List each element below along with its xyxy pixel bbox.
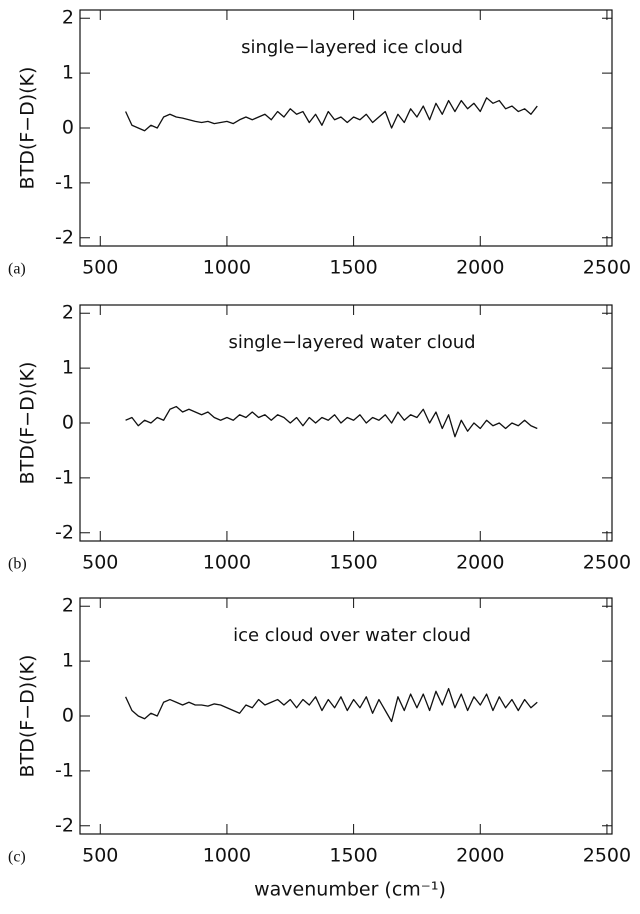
x-tick-label: 2500 — [583, 257, 631, 279]
x-tick-label: 500 — [82, 257, 118, 279]
y-tick-label: -1 — [55, 759, 74, 781]
spectrum-line — [125, 97, 538, 132]
y-tick-label: 0 — [62, 117, 74, 139]
annotation: ice cloud over water cloud — [233, 625, 471, 646]
annotation: single−layered water cloud — [228, 332, 475, 353]
panel-label: (a) — [8, 261, 26, 278]
panel-label: (b) — [8, 556, 27, 573]
y-axis-label: BTD(F−D)(K) — [17, 67, 39, 190]
x-tick-label: 1000 — [203, 552, 251, 574]
y-tick-label: -1 — [55, 466, 74, 488]
y-tick-label: 2 — [62, 7, 74, 29]
annotation: single−layered ice cloud — [241, 37, 463, 58]
x-tick-label: 1500 — [329, 845, 377, 867]
x-tick-label: 2500 — [583, 552, 631, 574]
x-tick-label: 500 — [82, 552, 118, 574]
y-tick-label: 2 — [62, 302, 74, 324]
y-tick-label: 1 — [62, 650, 74, 672]
x-axis-label: wavenumber (cm⁻¹) — [254, 879, 446, 901]
panel-label: (c) — [8, 849, 26, 866]
y-axis-label: BTD(F−D)(K) — [17, 655, 39, 778]
x-tick-label: 1500 — [329, 257, 377, 279]
y-axis-label: BTD(F−D)(K) — [17, 362, 39, 485]
x-tick-label: 500 — [82, 845, 118, 867]
y-tick-label: 1 — [62, 357, 74, 379]
y-tick-label: -2 — [55, 521, 74, 543]
x-tick-label: 1000 — [203, 257, 251, 279]
y-tick-label: -1 — [55, 171, 74, 193]
spectrum-line — [125, 405, 538, 438]
y-tick-label: 2 — [62, 595, 74, 617]
y-tick-label: -2 — [55, 814, 74, 836]
x-tick-label: 2000 — [456, 552, 504, 574]
x-tick-label: 2500 — [583, 845, 631, 867]
x-tick-label: 2000 — [456, 257, 504, 279]
y-tick-label: 1 — [62, 62, 74, 84]
x-tick-label: 1000 — [203, 845, 251, 867]
y-tick-label: 0 — [62, 412, 74, 434]
x-tick-label: 1500 — [329, 552, 377, 574]
spectrum-line — [125, 687, 538, 723]
y-tick-label: -2 — [55, 226, 74, 248]
y-tick-label: 0 — [62, 705, 74, 727]
x-tick-label: 2000 — [456, 845, 504, 867]
